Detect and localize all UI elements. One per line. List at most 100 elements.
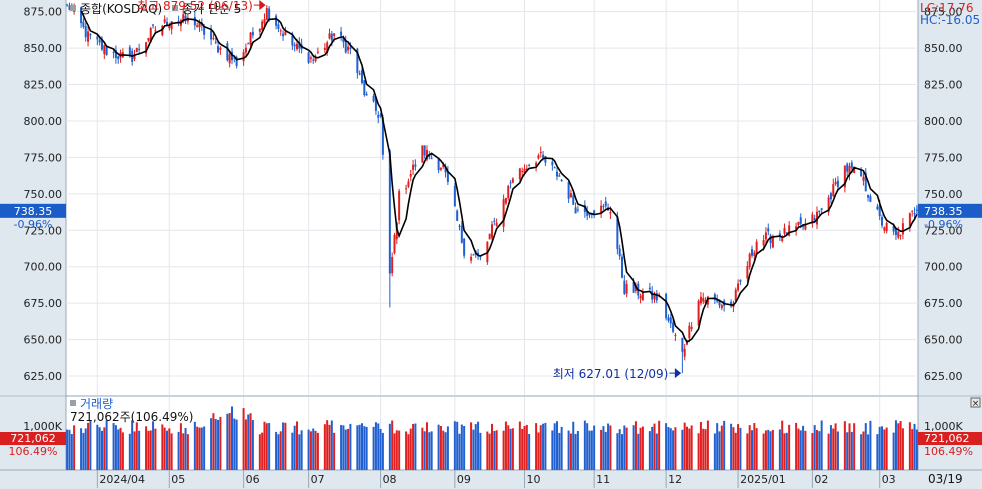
- volume-bar: [295, 421, 298, 470]
- candle-body: [414, 164, 417, 167]
- candle-body: [525, 168, 528, 170]
- volume-bar: [697, 433, 700, 470]
- candle-body: [128, 47, 131, 56]
- volume-bar: [864, 423, 867, 470]
- candle-body: [349, 47, 352, 50]
- volume-bar: [713, 433, 716, 470]
- volume-bar: [632, 425, 635, 470]
- volume-bar: [769, 431, 772, 470]
- pane-divider[interactable]: [0, 395, 982, 397]
- volume-bar: [198, 427, 201, 470]
- volume-bar: [379, 428, 382, 470]
- candle-body: [850, 162, 853, 169]
- volume-bar: [230, 406, 233, 470]
- close-volume-pane-icon[interactable]: [970, 397, 981, 408]
- candle-body: [897, 231, 900, 238]
- volume-bar: [453, 421, 456, 470]
- y-tick-label-right: 750.00: [924, 188, 963, 201]
- candle-body: [87, 31, 90, 42]
- candle-body: [688, 325, 691, 339]
- volume-bar: [586, 423, 589, 470]
- candle-body: [163, 19, 166, 23]
- volume-bar: [771, 429, 774, 470]
- candle-body: [604, 201, 607, 207]
- candle-body: [764, 232, 767, 240]
- volume-bar: [330, 420, 333, 470]
- volume-bar: [730, 423, 733, 470]
- grid-lines: [66, 0, 918, 488]
- volume-bar: [312, 428, 315, 470]
- volume-bar: [442, 430, 445, 470]
- x-tick-label: 07: [311, 473, 325, 486]
- y-tick-label-left: 775.00: [24, 151, 63, 164]
- volume-bar: [277, 434, 280, 470]
- volume-bar: [853, 423, 856, 470]
- volume-bar: [145, 426, 148, 470]
- candle-body: [593, 210, 596, 215]
- candle-body: [244, 47, 247, 53]
- candle-body: [430, 158, 433, 160]
- y-tick-label-right: 725.00: [924, 224, 963, 237]
- volume-bar: [665, 423, 668, 470]
- candle-body: [135, 47, 138, 53]
- volume-bar: [899, 421, 902, 470]
- y-tick-label-right: 800.00: [924, 115, 963, 128]
- candle-body: [848, 165, 851, 175]
- volume-bar: [621, 434, 624, 470]
- candle-body: [330, 33, 333, 41]
- volume-bar: [834, 423, 837, 470]
- volume-bar: [493, 430, 496, 470]
- candle-body: [193, 17, 196, 26]
- volume-bar: [395, 430, 398, 470]
- candle-body: [453, 185, 456, 207]
- volume-bar: [138, 430, 141, 470]
- svg-text:721,062: 721,062: [924, 432, 970, 445]
- volume-bar: [128, 433, 131, 470]
- volume-bar: [293, 425, 296, 470]
- candle-body: [307, 52, 310, 63]
- x-end-label: 03/19: [928, 472, 963, 486]
- volume-bar: [576, 430, 579, 470]
- candle-body: [284, 31, 287, 35]
- candle-body: [381, 117, 384, 155]
- volume-bar: [569, 433, 572, 470]
- x-tick-label: 03: [882, 473, 896, 486]
- volume-bar: [674, 427, 677, 470]
- candle-body: [878, 204, 881, 217]
- candle-body: [421, 145, 424, 163]
- volume-bar: [804, 430, 807, 470]
- volume-bar: [112, 423, 115, 470]
- candle-body: [829, 193, 832, 200]
- price-pane-background[interactable]: [66, 0, 918, 395]
- candle-body: [686, 342, 689, 345]
- y-tick-label-right: 650.00: [924, 334, 963, 347]
- volume-bar: [876, 434, 879, 470]
- candle-body: [555, 171, 559, 177]
- candle-body: [616, 216, 619, 249]
- candle-body: [846, 163, 849, 172]
- volume-bar: [502, 430, 505, 470]
- y-tick-label-left: 675.00: [24, 297, 63, 310]
- volume-bar: [242, 408, 245, 470]
- volume-bar: [908, 422, 911, 470]
- volume-bar: [799, 430, 802, 470]
- candle-body: [388, 150, 391, 274]
- volume-bar: [539, 425, 542, 470]
- volume-bar: [398, 430, 401, 470]
- high-annotation: 최고 879.52 (06/13): [137, 0, 253, 13]
- volume-bar: [746, 433, 749, 470]
- volume-bar: [152, 421, 155, 470]
- candle-body: [460, 225, 463, 243]
- volume-bar: [869, 420, 872, 470]
- volume-bar: [326, 420, 329, 470]
- volume-bar: [479, 432, 482, 470]
- volume-bar: [358, 424, 361, 470]
- volume-bar: [521, 428, 524, 470]
- volume-bar: [618, 429, 621, 470]
- volume-bar: [846, 432, 849, 470]
- candle-body: [586, 211, 589, 216]
- volume-bar: [734, 432, 737, 470]
- low-annotation: 최저 627.01 (12/09): [553, 367, 669, 381]
- candle-body: [374, 97, 377, 111]
- volume-bar: [511, 428, 514, 470]
